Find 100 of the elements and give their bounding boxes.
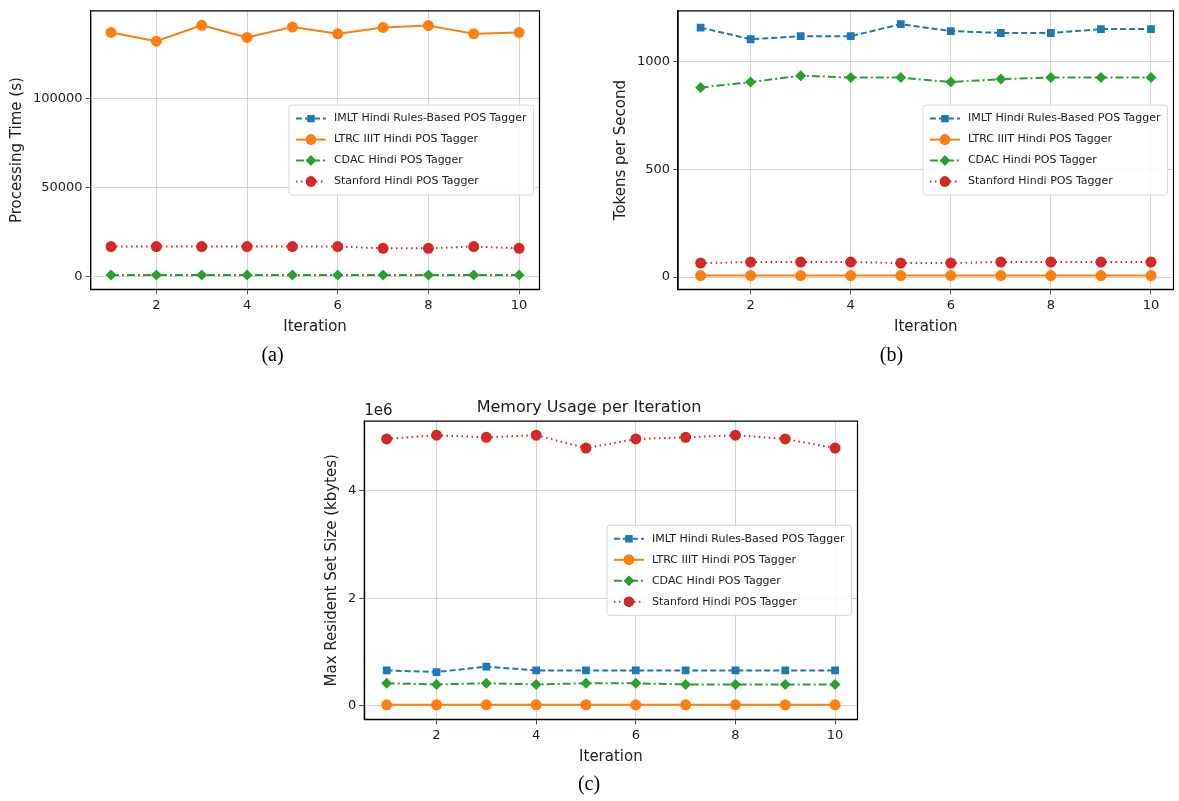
legend-label: CDAC Hindi POS Tagger <box>333 153 464 167</box>
point <box>1145 72 1157 84</box>
point <box>241 31 253 43</box>
point <box>630 699 642 711</box>
point <box>1147 25 1155 33</box>
point <box>829 699 841 711</box>
legend-label: LTRC IIIT Hindi POS Tagger <box>651 552 797 566</box>
legend-label: LTRC IIIT Hindi POS Tagger <box>967 132 1113 146</box>
point <box>513 242 525 254</box>
point <box>241 241 253 253</box>
point <box>332 241 344 253</box>
point <box>1045 72 1057 84</box>
point <box>468 28 480 40</box>
point <box>530 699 542 711</box>
point <box>196 19 208 31</box>
y-tick-label: 500 <box>645 160 671 176</box>
point <box>695 82 707 94</box>
point <box>286 241 298 253</box>
point <box>480 699 492 711</box>
point <box>513 26 525 38</box>
legend-label: Stanford Hindi POS Tagger <box>651 594 798 608</box>
x-axis-title: Iteration <box>283 316 347 335</box>
point <box>241 269 253 281</box>
x-tick-label: 4 <box>532 726 541 742</box>
point <box>1047 29 1055 37</box>
x-tick-label: 10 <box>1142 296 1160 312</box>
point <box>431 678 443 690</box>
point <box>1145 270 1157 282</box>
point <box>745 76 757 88</box>
point <box>286 21 298 33</box>
point <box>482 662 491 671</box>
point <box>781 666 790 675</box>
point <box>680 678 692 690</box>
x-axis-title: Iteration <box>579 746 643 765</box>
y-axis-title: Max Resident Set Size (kbytes) <box>321 454 340 687</box>
point <box>422 20 434 32</box>
legend-label: Stanford Hindi POS Tagger <box>333 174 480 188</box>
y-tick-label: 0 <box>661 268 671 284</box>
point <box>432 668 441 676</box>
point <box>630 677 642 689</box>
x-axis-title: Iteration <box>893 316 958 335</box>
point <box>680 431 692 443</box>
point <box>1097 25 1105 33</box>
point <box>895 270 907 282</box>
legend-label: IMLT Hindi Rules-Based POS Tagger <box>333 111 527 125</box>
point <box>580 699 592 711</box>
x-tick-label: 4 <box>242 296 252 312</box>
point <box>1045 256 1057 268</box>
point <box>381 433 393 445</box>
y-tick-label: 0 <box>347 697 357 713</box>
point <box>105 26 117 38</box>
point <box>729 429 741 441</box>
x-tick-label: 8 <box>731 726 740 742</box>
point <box>513 269 525 281</box>
point <box>1145 256 1157 268</box>
point <box>995 73 1007 85</box>
y-tick-label: 0 <box>74 268 83 284</box>
point <box>779 433 791 445</box>
point <box>630 433 642 445</box>
point <box>532 666 541 675</box>
x-tick-label: 4 <box>846 296 855 312</box>
x-tick-label: 2 <box>746 296 755 312</box>
point <box>381 677 393 689</box>
point <box>150 241 162 253</box>
point <box>196 241 208 253</box>
point <box>377 242 389 254</box>
point <box>845 270 857 282</box>
text: 1e6 <box>364 400 393 419</box>
point <box>150 35 162 47</box>
point <box>332 28 344 40</box>
point <box>795 270 807 282</box>
point <box>895 72 907 84</box>
point <box>831 666 839 675</box>
point <box>729 678 741 690</box>
point <box>105 269 117 281</box>
point <box>422 242 434 254</box>
point <box>468 241 480 253</box>
point <box>1095 256 1107 268</box>
point <box>480 677 492 689</box>
point <box>946 27 955 35</box>
point <box>695 270 707 282</box>
point <box>1095 270 1107 282</box>
legend-label: CDAC Hindi POS Tagger <box>651 573 782 587</box>
x-tick-label: 2 <box>432 726 441 742</box>
y-axis-title: Processing Time (s) <box>6 77 25 224</box>
y-tick-label: 4 <box>347 482 357 498</box>
point <box>996 29 1005 37</box>
point <box>945 270 957 282</box>
text: (c) <box>576 772 602 795</box>
legend-label: LTRC IIIT Hindi POS Tagger <box>333 132 479 146</box>
point <box>745 256 757 268</box>
y-axis-title: Tokens per Second <box>610 80 629 222</box>
point <box>695 257 707 269</box>
point <box>431 699 443 711</box>
point <box>150 269 162 281</box>
text: (a) <box>260 343 285 366</box>
point <box>895 257 907 269</box>
y-tick-label: 2 <box>347 589 357 605</box>
legend-label: IMLT Hindi Rules-Based POS Tagger <box>651 531 845 545</box>
point <box>1095 72 1107 84</box>
